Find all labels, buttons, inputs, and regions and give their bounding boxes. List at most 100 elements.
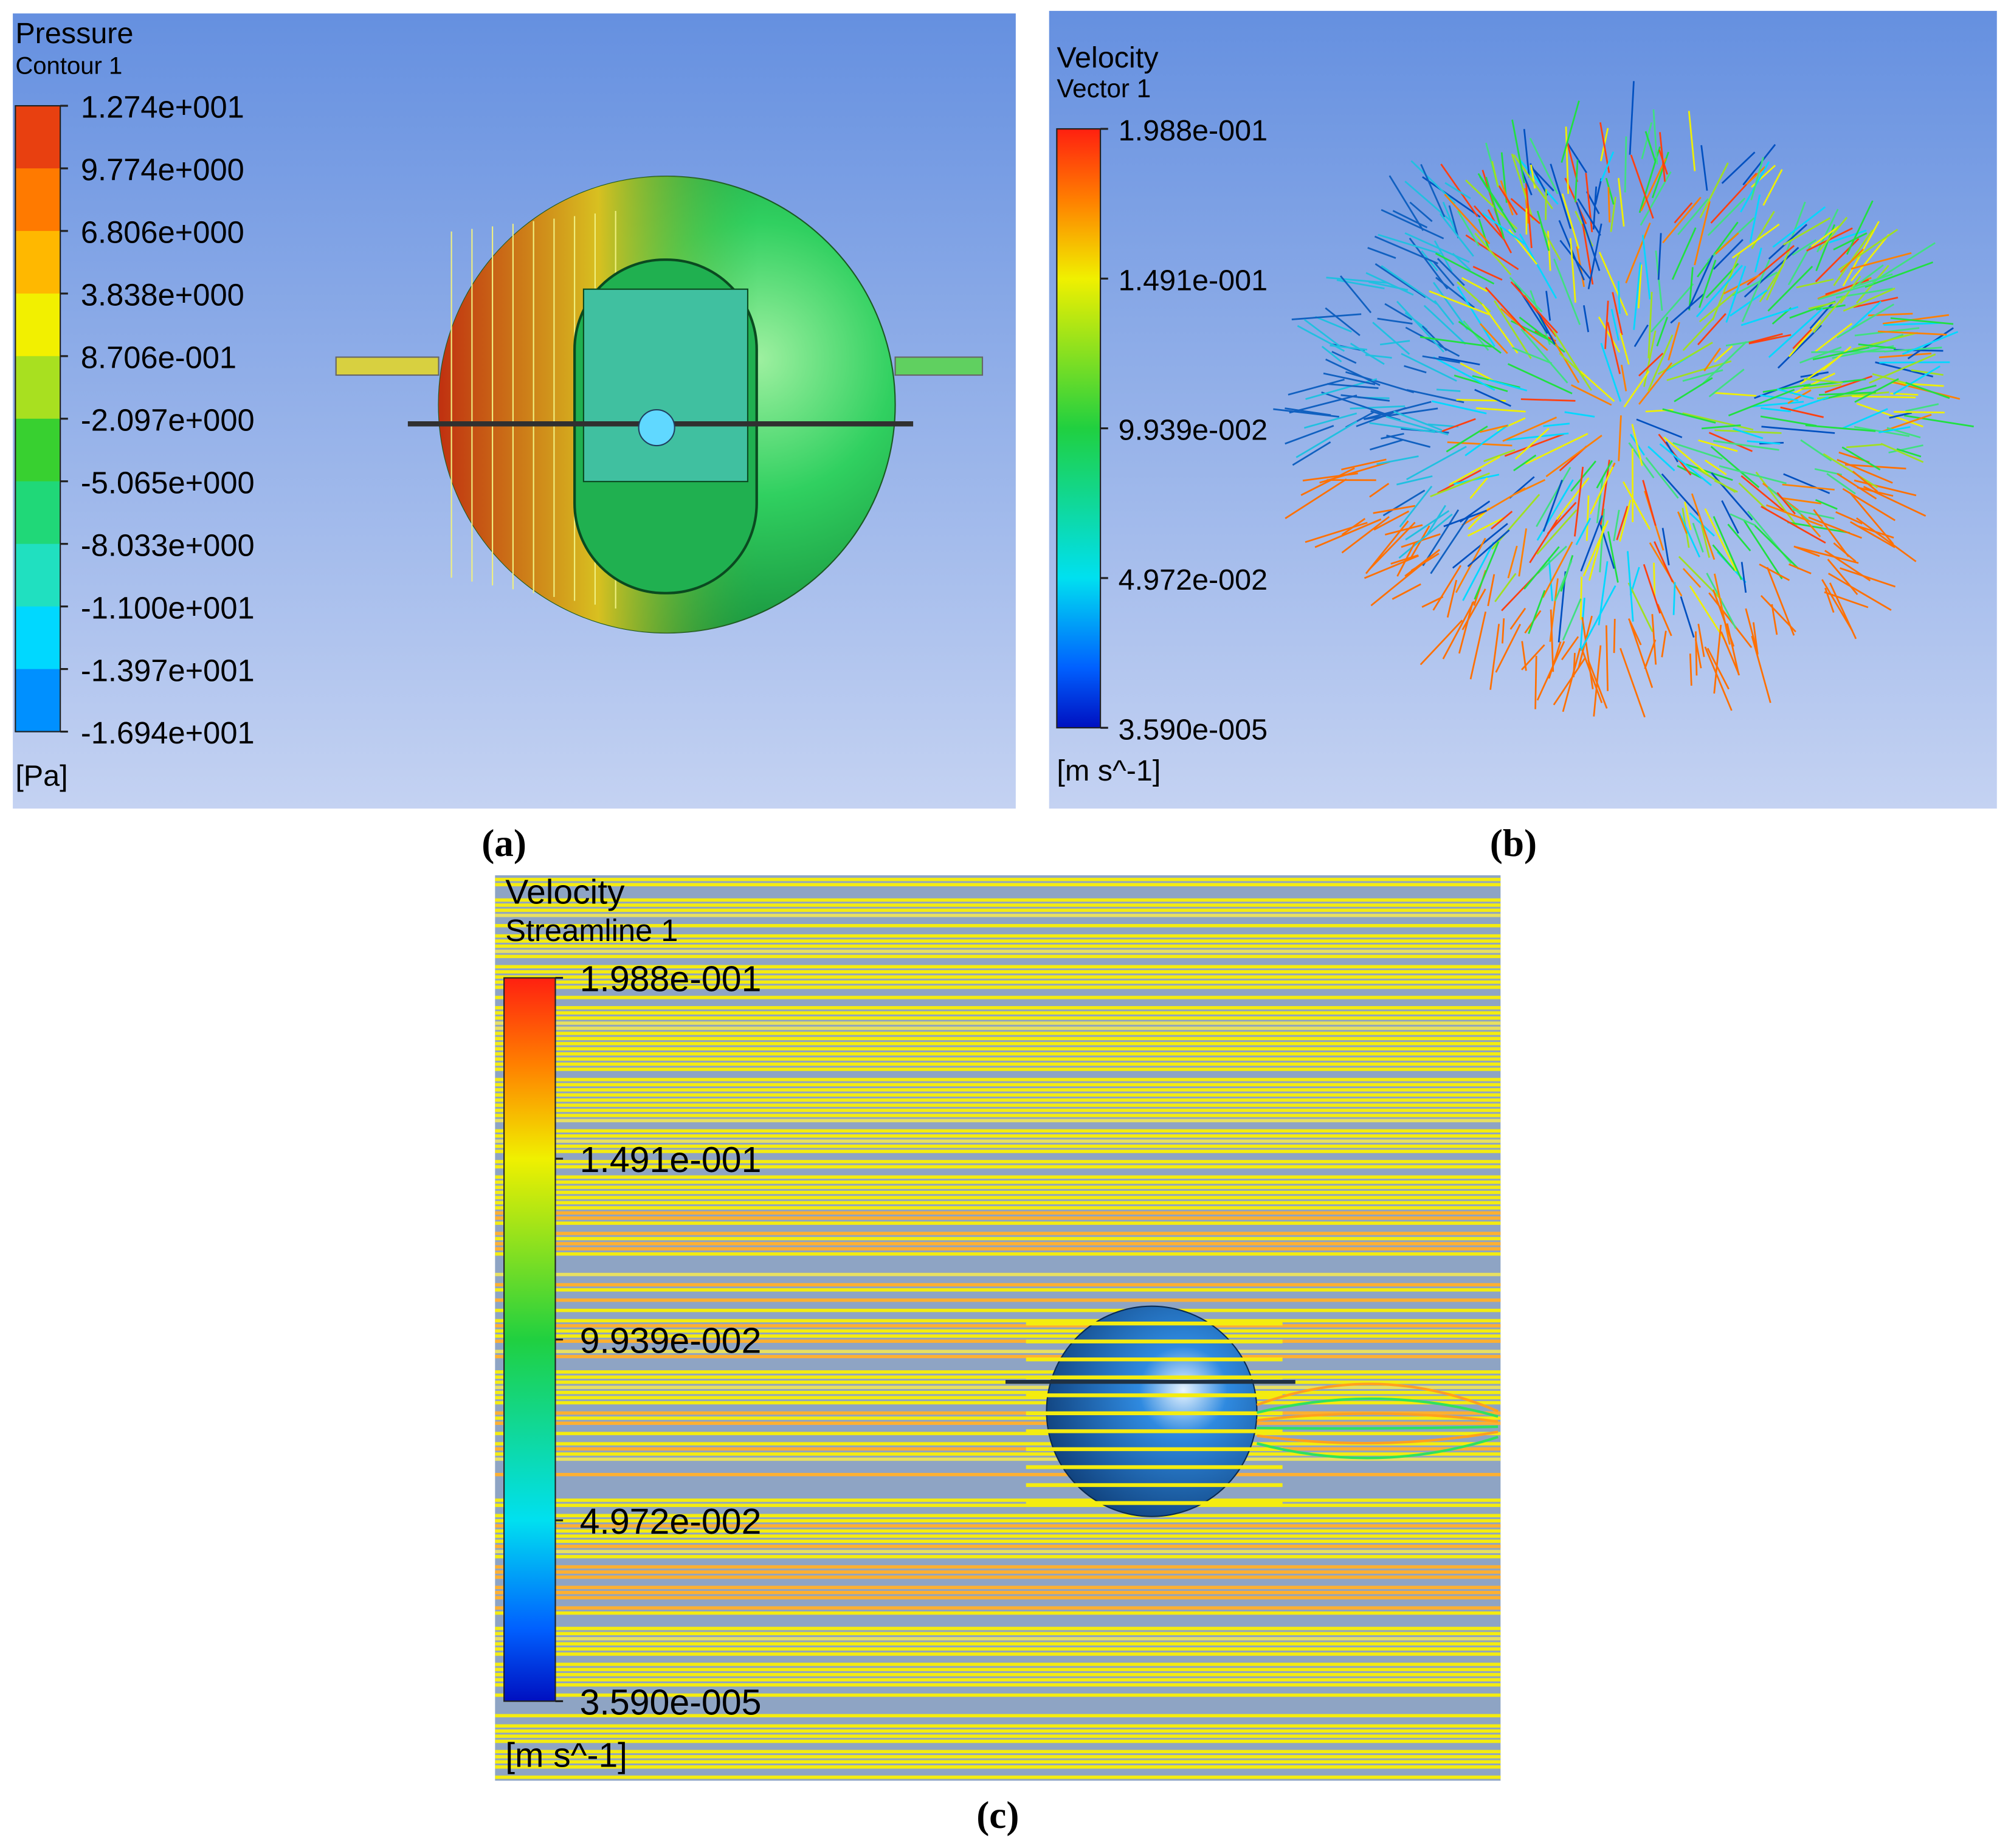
- vector: [1381, 433, 1404, 440]
- legend-label: -1.397e+001: [81, 653, 255, 688]
- legend-label: 4.972e-002: [1119, 564, 1268, 596]
- vector: [1430, 514, 1471, 574]
- streamline: [495, 914, 1501, 917]
- vector: [1822, 384, 1877, 401]
- vector: [1796, 278, 1834, 289]
- vector: [1542, 541, 1573, 598]
- vector: [1827, 559, 1858, 595]
- vector: [1840, 567, 1896, 588]
- vector: [1436, 388, 1461, 392]
- vector: [1730, 513, 1756, 526]
- vector: [1661, 473, 1700, 517]
- vector: [1341, 515, 1390, 554]
- legend-label: -1.694e+001: [81, 715, 255, 750]
- vector: [1904, 415, 1974, 427]
- vector: [1409, 201, 1433, 222]
- frame: [582, 288, 749, 483]
- vector: [1574, 159, 1579, 202]
- streamline: [495, 1554, 1501, 1559]
- vector: [1523, 129, 1530, 178]
- legend-label: -2.097e+000: [81, 402, 255, 437]
- vector: [1587, 223, 1602, 289]
- vector: [1384, 524, 1423, 536]
- vector: [1892, 365, 1940, 395]
- streamline: [495, 1083, 1501, 1087]
- vector: [1529, 514, 1562, 564]
- vector: [1556, 477, 1590, 520]
- vector: [1740, 306, 1799, 326]
- vector: [1444, 193, 1491, 244]
- vector: [1382, 489, 1426, 517]
- legend-label: 9.939e-002: [580, 1320, 762, 1360]
- vector: [1795, 546, 1859, 564]
- vector: [1460, 362, 1495, 382]
- vector: [1713, 391, 1757, 397]
- vector: [1525, 433, 1588, 465]
- vector: [1672, 442, 1723, 460]
- vector: [1300, 467, 1355, 496]
- vector: [1776, 388, 1814, 399]
- vector: [1447, 441, 1513, 447]
- streamline: [495, 1108, 1501, 1112]
- vector: [1612, 292, 1623, 336]
- streamline: [495, 1647, 1501, 1651]
- streamline: [495, 1206, 1501, 1210]
- vector: [1792, 239, 1817, 256]
- vector: [1712, 589, 1735, 647]
- vector: [1731, 223, 1780, 259]
- vector: [1613, 618, 1616, 653]
- vector: [1732, 271, 1778, 297]
- vector: [1440, 164, 1478, 217]
- vector: [1369, 483, 1390, 498]
- streamline: [1026, 1375, 1283, 1379]
- vector: [1815, 499, 1838, 510]
- vector: [1680, 596, 1695, 638]
- vector: [1835, 511, 1863, 525]
- vector: [1650, 283, 1694, 333]
- vector: [1846, 200, 1874, 255]
- vector: [1712, 544, 1736, 571]
- vector: [1406, 388, 1464, 404]
- wake-streamline: [1256, 1382, 1499, 1413]
- streamline: [495, 1390, 1501, 1395]
- vector: [1619, 647, 1646, 718]
- vector: [1620, 364, 1627, 391]
- streamline: [495, 1663, 1501, 1666]
- streamline: [1026, 1357, 1283, 1362]
- streamline: [495, 1026, 1501, 1030]
- streamline: [495, 1247, 1501, 1251]
- vector: [1479, 424, 1508, 433]
- vector: [1678, 512, 1701, 558]
- streamline: [495, 1042, 1501, 1046]
- vector: [1386, 434, 1431, 448]
- vector: [1478, 218, 1491, 251]
- vector: [1365, 354, 1392, 359]
- vector: [1585, 173, 1593, 232]
- vector: [1446, 579, 1458, 618]
- vector: [1433, 356, 1495, 391]
- streamline: [495, 1714, 1501, 1718]
- vector: [1474, 388, 1511, 407]
- streamline: [495, 1180, 1501, 1184]
- vector: [1872, 242, 1936, 283]
- streamline: [495, 1242, 1501, 1246]
- streamline: [495, 1329, 1501, 1333]
- streamline: [495, 1006, 1501, 1010]
- vector: [1852, 264, 1884, 289]
- vector: [1708, 592, 1753, 649]
- vector: [1745, 608, 1759, 653]
- streamline: [495, 1221, 1501, 1225]
- vector: [1457, 210, 1480, 247]
- streamline: [495, 1308, 1501, 1312]
- vector: [1285, 407, 1331, 416]
- streamline: [495, 1011, 1501, 1015]
- vector: [1593, 645, 1602, 717]
- legend-title: Velocity: [505, 873, 625, 912]
- vector: [1703, 348, 1722, 371]
- vector: [1536, 466, 1571, 527]
- vector: [1472, 266, 1503, 281]
- vector: [1520, 398, 1576, 402]
- vector: [1350, 405, 1406, 410]
- vector: [1570, 460, 1596, 492]
- vector: [1617, 281, 1621, 314]
